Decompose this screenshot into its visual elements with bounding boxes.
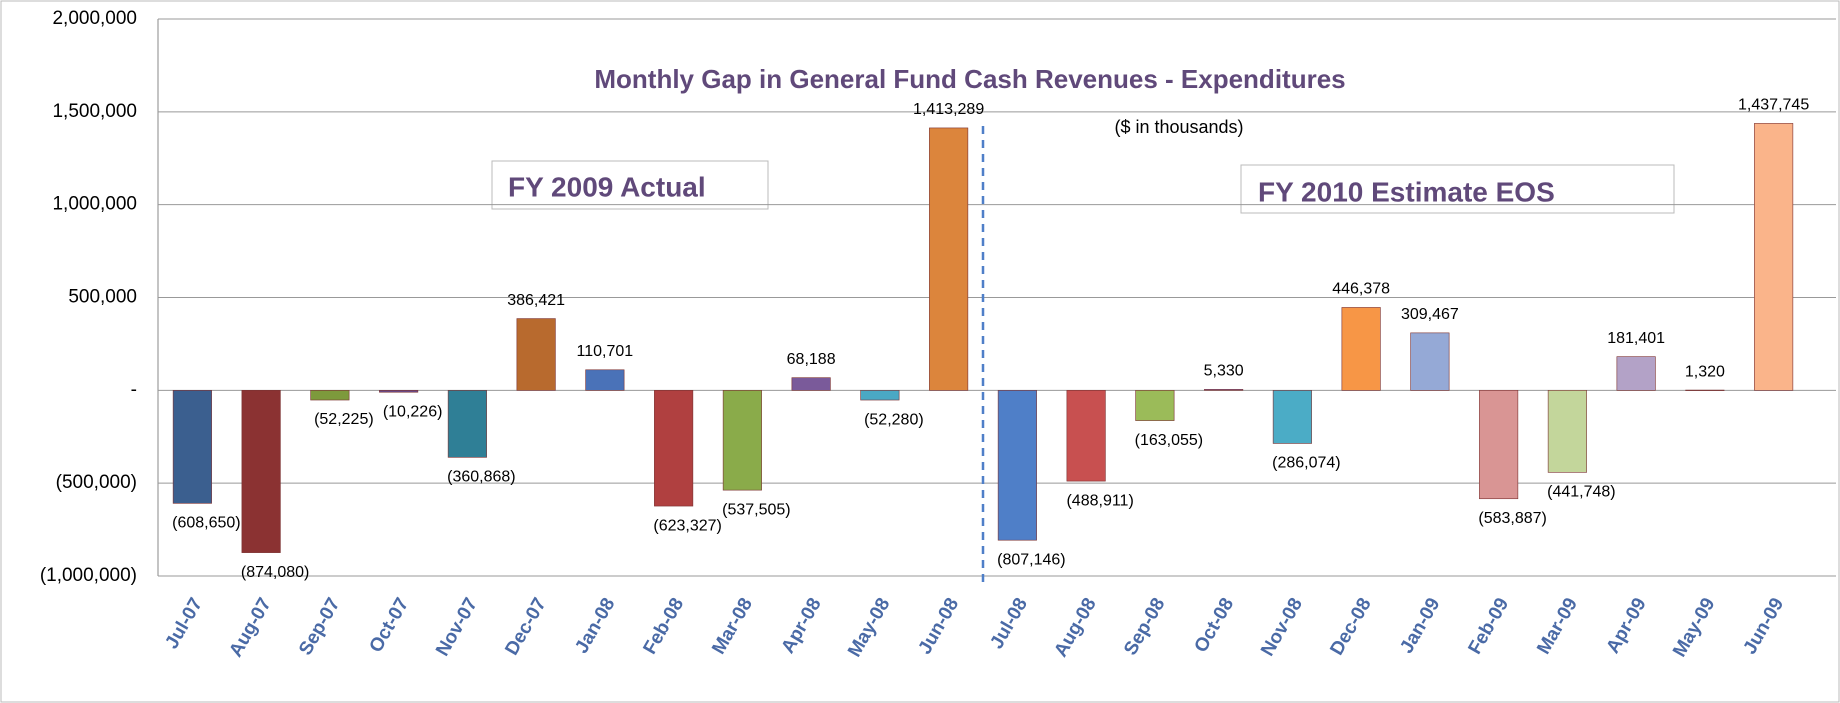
bar — [1685, 389, 1725, 391]
bar — [585, 369, 625, 391]
value-label: 446,378 — [1332, 281, 1390, 298]
bar — [929, 127, 969, 391]
value-label: (52,280) — [864, 411, 924, 428]
y-tick-label: (500,000) — [56, 472, 137, 493]
bar — [172, 390, 212, 504]
value-label: (286,074) — [1272, 455, 1341, 472]
y-tick-label: 1,000,000 — [52, 194, 137, 215]
value-label: 68,188 — [787, 351, 836, 368]
value-label: 5,330 — [1204, 363, 1244, 380]
bar — [1204, 389, 1244, 391]
value-label: 181,401 — [1607, 330, 1665, 347]
value-label: 386,421 — [507, 292, 565, 309]
value-label: (360,868) — [447, 469, 516, 486]
y-tick-label: 1,500,000 — [52, 101, 137, 122]
annotation-box — [491, 160, 769, 210]
value-label: (807,146) — [997, 551, 1066, 568]
value-label: (608,650) — [172, 515, 241, 532]
value-label: (441,748) — [1547, 484, 1616, 501]
bar — [1272, 390, 1312, 444]
value-label: (163,055) — [1135, 432, 1204, 449]
bar — [310, 390, 350, 401]
annotation: FY 2010 Estimate EOS — [1258, 176, 1555, 207]
bar — [791, 377, 831, 391]
value-label: 1,437,745 — [1738, 97, 1809, 114]
y-tick-label: (1,000,000) — [40, 565, 137, 586]
value-label: (874,080) — [241, 564, 310, 581]
bar — [860, 390, 900, 401]
annotation: FY 2009 Actual — [508, 171, 706, 202]
bar — [1616, 356, 1656, 391]
value-label: 1,320 — [1685, 363, 1725, 380]
value-label: (10,226) — [383, 403, 443, 420]
bar — [447, 390, 487, 458]
bar — [1341, 307, 1381, 391]
value-label: 110,701 — [577, 343, 634, 360]
bar — [1754, 123, 1794, 391]
y-tick-label: 2,000,000 — [52, 8, 137, 29]
chart-subtitle: ($ in thousands) — [1114, 117, 1243, 137]
value-label: (52,225) — [314, 411, 374, 428]
bar — [654, 390, 694, 507]
y-tick-label: 500,000 — [68, 287, 137, 308]
bar — [1479, 390, 1519, 500]
chart-title: Monthly Gap in General Fund Cash Revenue… — [594, 64, 1345, 94]
bar — [1066, 390, 1106, 482]
value-label: (488,911) — [1066, 492, 1133, 509]
value-label: (537,505) — [722, 501, 791, 518]
value-label: 1,413,289 — [913, 101, 984, 118]
bar — [379, 390, 419, 393]
bar — [1547, 390, 1587, 473]
bar — [516, 318, 556, 391]
value-label: (583,887) — [1478, 510, 1547, 527]
y-tick-label: - — [131, 379, 137, 400]
bar — [241, 390, 281, 553]
bar — [997, 390, 1037, 541]
bar — [722, 390, 762, 491]
bar — [1135, 390, 1175, 421]
value-label: (623,327) — [653, 517, 722, 534]
bar — [1410, 332, 1450, 391]
value-label: 309,467 — [1401, 306, 1459, 323]
